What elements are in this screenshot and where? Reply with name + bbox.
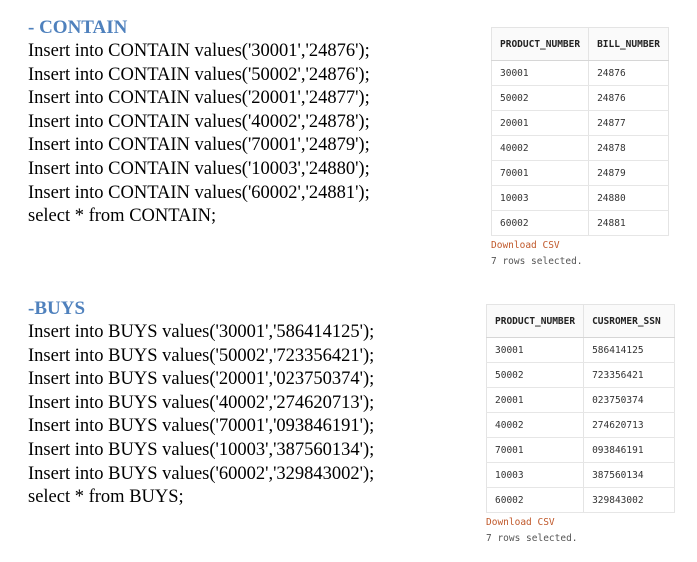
column-header-product-number: PRODUCT_NUMBER (486, 304, 584, 338)
cell-bill-number: 24879 (588, 160, 669, 186)
rows-selected-text: 7 rows selected. (491, 256, 583, 267)
table-row: 20001 24877 (491, 110, 669, 136)
table-row: 50002 723356421 (486, 362, 675, 388)
contain-result-panel: PRODUCT_NUMBER BILL_NUMBER 30001 24876 50… (491, 27, 669, 270)
cell-product-number: 30001 (491, 60, 589, 86)
cell-product-number: 60002 (486, 487, 584, 513)
cell-product-number: 50002 (491, 85, 589, 111)
cell-bill-number: 24876 (588, 85, 669, 111)
contain-sql-line: Insert into CONTAIN values('20001','2487… (28, 88, 370, 109)
buys-sql-line: Insert into BUYS values('40002','2746207… (28, 392, 375, 413)
contain-sql-line: Insert into CONTAIN values('10003','2488… (28, 158, 370, 179)
cell-product-number: 40002 (491, 135, 589, 161)
cell-product-number: 60002 (491, 210, 589, 236)
table-row: 40002 24878 (491, 135, 669, 161)
cell-product-number: 10003 (486, 462, 584, 488)
cell-product-number: 70001 (486, 437, 584, 463)
download-csv-link[interactable]: Download CSV (486, 517, 555, 528)
cell-customer-ssn: 093846191 (583, 437, 675, 463)
buys-sql-lines: Insert into BUYS values('30001','5864141… (28, 321, 374, 510)
cell-product-number: 20001 (491, 110, 589, 136)
buys-sql-line: Insert into BUYS values('10003','3875601… (28, 439, 375, 460)
cell-bill-number: 24880 (588, 185, 669, 211)
buys-result-panel: PRODUCT_NUMBER CUSROMER_SSN 30001 5864141… (486, 304, 676, 547)
table-row: 20001 023750374 (486, 387, 675, 413)
contain-sql-line: Insert into CONTAIN values('30001','2487… (28, 41, 370, 61)
table-row: 60002 329843002 (486, 487, 675, 513)
contain-sql-lines: Insert into CONTAIN values('30001','2487… (28, 40, 370, 229)
download-csv-link[interactable]: Download CSV (491, 240, 560, 251)
cell-bill-number: 24881 (588, 210, 669, 236)
cell-customer-ssn: 274620713 (583, 412, 675, 438)
contain-sql-line: Insert into CONTAIN values('70001','2487… (28, 135, 370, 156)
column-header-customer-ssn: CUSROMER_SSN (583, 304, 675, 338)
contain-sql-line: Insert into CONTAIN values('40002','2487… (28, 111, 370, 132)
cell-customer-ssn: 387560134 (583, 462, 675, 488)
rows-selected-text: 7 rows selected. (486, 533, 578, 544)
contain-sql-block: - CONTAIN Insert into CONTAIN values('30… (28, 16, 370, 229)
column-header-bill-number: BILL_NUMBER (588, 27, 669, 61)
cell-customer-ssn: 723356421 (583, 362, 675, 388)
table-row: 10003 24880 (491, 185, 669, 211)
table-row: 30001 586414125 (486, 337, 675, 363)
table-row: 70001 24879 (491, 160, 669, 186)
contain-sql-line: Insert into CONTAIN values('50002','2487… (28, 64, 370, 85)
buys-sql-line: Insert into BUYS values('20001','0237503… (28, 369, 375, 390)
buys-sql-select: select * from BUYS; (28, 487, 184, 508)
contain-section-title: - CONTAIN (28, 17, 128, 38)
cell-product-number: 40002 (486, 412, 584, 438)
column-header-product-number: PRODUCT_NUMBER (491, 27, 589, 61)
buys-result-table: PRODUCT_NUMBER CUSROMER_SSN 30001 5864141… (486, 304, 676, 513)
table-row: 10003 387560134 (486, 462, 675, 488)
table-header-row: PRODUCT_NUMBER CUSROMER_SSN (486, 304, 675, 338)
cell-product-number: 30001 (486, 337, 584, 363)
table-row: 60002 24881 (491, 210, 669, 236)
cell-customer-ssn: 329843002 (583, 487, 675, 513)
cell-customer-ssn: 023750374 (583, 387, 675, 413)
contain-sql-line: Insert into CONTAIN values('60002','2488… (28, 182, 370, 203)
buys-sql-block: -BUYS Insert into BUYS values('30001','5… (28, 297, 374, 510)
buys-sql-line: Insert into BUYS values('60002','3298430… (28, 463, 375, 484)
table-row: 70001 093846191 (486, 437, 675, 463)
buys-sql-line: Insert into BUYS values('30001','5864141… (28, 322, 375, 342)
buys-section-title: -BUYS (28, 298, 86, 319)
table-row: 30001 24876 (491, 60, 669, 86)
buys-sql-line: Insert into BUYS values('70001','0938461… (28, 416, 375, 437)
cell-product-number: 50002 (486, 362, 584, 388)
cell-product-number: 20001 (486, 387, 584, 413)
contain-sql-select: select * from CONTAIN; (28, 206, 217, 227)
table-header-row: PRODUCT_NUMBER BILL_NUMBER (491, 27, 669, 61)
cell-bill-number: 24877 (588, 110, 669, 136)
buys-sql-line: Insert into BUYS values('50002','7233564… (28, 345, 375, 366)
cell-bill-number: 24878 (588, 135, 669, 161)
contain-result-table: PRODUCT_NUMBER BILL_NUMBER 30001 24876 50… (491, 27, 669, 236)
cell-product-number: 70001 (491, 160, 589, 186)
table-row: 40002 274620713 (486, 412, 675, 438)
cell-product-number: 10003 (491, 185, 589, 211)
table-row: 50002 24876 (491, 85, 669, 111)
cell-bill-number: 24876 (588, 60, 669, 86)
cell-customer-ssn: 586414125 (583, 337, 675, 363)
